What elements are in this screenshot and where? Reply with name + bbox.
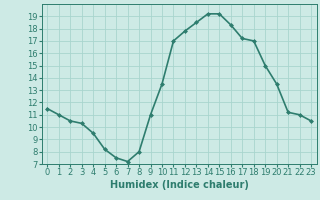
X-axis label: Humidex (Indice chaleur): Humidex (Indice chaleur): [110, 180, 249, 190]
